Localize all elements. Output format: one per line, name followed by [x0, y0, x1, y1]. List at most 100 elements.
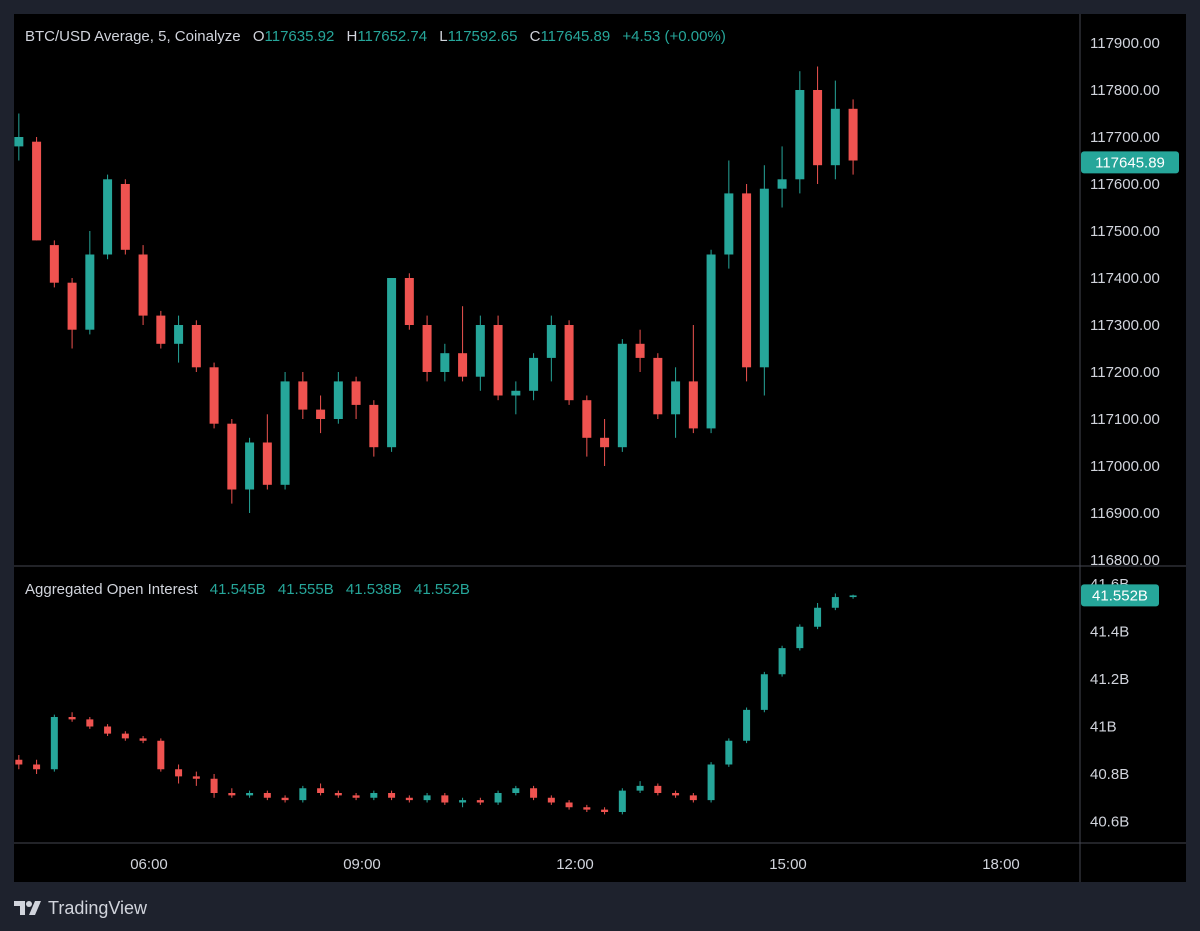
price-candle-body [582, 400, 592, 438]
price-candle [724, 160, 734, 269]
price-tick-label: 117700.00 [1090, 129, 1160, 146]
oi-candle [601, 807, 609, 815]
oi-candle [476, 797, 484, 805]
price-candle-body [546, 325, 556, 358]
price-candle-body [671, 381, 681, 415]
price-candle-body [245, 442, 255, 490]
oi-candle [157, 738, 165, 772]
oi-tick-label: 41B [1090, 719, 1117, 736]
price-candle [600, 419, 610, 466]
oi-candle-body [334, 793, 342, 796]
time-axis[interactable]: 06:00 09:00 12:00 15:00 18:00 [130, 856, 1020, 873]
price-candle [298, 372, 308, 419]
footer: TradingView [14, 895, 147, 921]
oi-candle-body [743, 709, 751, 741]
oi-tick-label: 41.4B [1090, 624, 1129, 641]
oi-candle-body [512, 788, 520, 793]
price-candle [138, 245, 148, 325]
oi-candle [86, 717, 94, 729]
oi-candle-body [831, 597, 839, 608]
oi-last-badge-text: 41.552B [1092, 587, 1148, 604]
price-candle [795, 71, 805, 194]
oi-candle [512, 785, 520, 796]
oi-candle-body [405, 797, 413, 801]
chart-canvas[interactable]: BTC/USD Average, 5, Coinalyze O117635.92… [14, 14, 1186, 882]
price-candle [671, 367, 681, 438]
oi-candle-body [175, 769, 183, 777]
oi-candle [530, 785, 538, 801]
price-candle-body [280, 381, 290, 485]
oi-candle-body [104, 726, 112, 734]
oi-legend-title: Aggregated Open Interest [25, 581, 198, 598]
oi-candle-body [689, 795, 697, 801]
price-candle-body [600, 437, 610, 448]
price-candle-body [511, 390, 521, 396]
oi-candle-body [530, 788, 538, 798]
price-candle-body [564, 325, 574, 401]
price-axis[interactable]: 117900.00 117800.00 117700.00 117600.00 1175… [1090, 35, 1160, 569]
oi-candle [121, 731, 129, 741]
price-candle-body [316, 409, 326, 419]
time-tick-label: 18:00 [982, 856, 1020, 873]
time-tick-label: 15:00 [769, 856, 807, 873]
oi-candle [263, 790, 271, 801]
oi-candle-body [494, 793, 502, 803]
tradingview-logo-icon[interactable] [14, 899, 42, 917]
price-tick-label: 117900.00 [1090, 35, 1160, 52]
oi-candle [352, 793, 360, 801]
price-candle [120, 179, 130, 255]
price-legend: BTC/USD Average, 5, Coinalyze O117635.92… [25, 28, 726, 45]
oi-tick-label: 40.6B [1090, 814, 1129, 831]
price-candle-body [298, 381, 308, 410]
legend-open-label: O [253, 28, 265, 45]
price-candle [174, 315, 184, 363]
price-candle [333, 372, 343, 424]
oi-candle [725, 738, 733, 767]
oi-tick-label: 41.2B [1090, 671, 1129, 688]
price-candle [156, 310, 166, 349]
oi-candle-body [192, 776, 200, 779]
price-tick-label: 117600.00 [1090, 176, 1160, 193]
oi-candle [849, 594, 857, 599]
price-candle [653, 353, 663, 419]
oi-candle-body [15, 759, 23, 765]
price-candle-body [724, 193, 734, 255]
price-candle [67, 278, 77, 349]
price-candle [209, 362, 219, 429]
oi-candle-body [725, 740, 733, 765]
oi-candle [228, 788, 236, 798]
oi-candle-body [672, 793, 680, 796]
price-candle [316, 395, 326, 434]
price-candle-body [333, 381, 343, 419]
oi-legend-v2: 41.555B [278, 581, 334, 598]
oi-legend-v3: 41.538B [346, 581, 402, 598]
oi-candle-body [157, 740, 165, 770]
price-candle [475, 315, 485, 391]
tradingview-brand[interactable]: TradingView [48, 897, 148, 918]
price-candle [351, 376, 361, 419]
price-candle [706, 249, 716, 434]
price-candle-body [120, 184, 130, 250]
oi-candle [192, 771, 200, 786]
price-candle-body [475, 325, 485, 377]
oi-candle [33, 759, 41, 774]
price-tick-label: 116800.00 [1090, 552, 1160, 569]
oi-candle [175, 764, 183, 784]
legend-close-label: C [530, 28, 541, 45]
price-candle-body [404, 278, 414, 325]
oi-candle [334, 790, 342, 798]
oi-candle-body [423, 795, 431, 801]
oi-candle-body [370, 793, 378, 798]
legend-low-label: L [439, 28, 447, 45]
price-candle-body [209, 367, 219, 424]
price-candle [280, 372, 290, 490]
oi-candle-body [778, 648, 786, 675]
price-tick-label: 117300.00 [1090, 317, 1160, 334]
price-candle-body [227, 423, 237, 490]
price-candle [458, 306, 468, 382]
price-candle [546, 315, 556, 382]
price-candle-body [67, 282, 77, 330]
price-candle-body [529, 357, 539, 391]
price-candle [14, 113, 24, 161]
